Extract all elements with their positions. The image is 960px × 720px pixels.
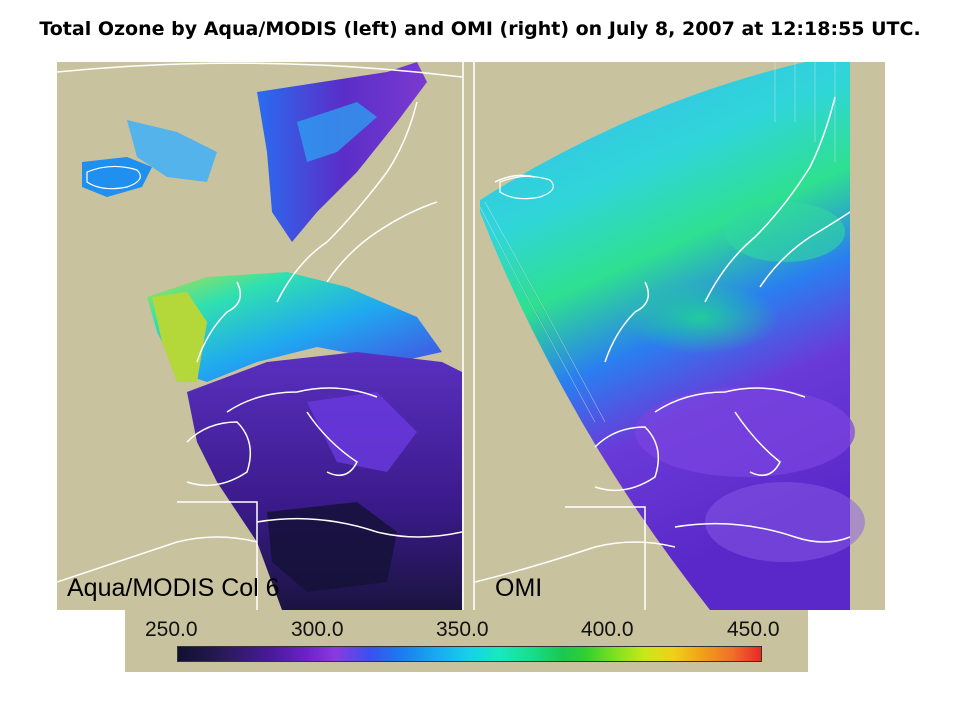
modis-ozone-map — [57, 62, 462, 610]
modis-swath-north — [257, 62, 427, 242]
map-figure: Aqua/MODIS Col 6 — [57, 62, 885, 610]
colorbar: 250.0 300.0 350.0 400.0 450.0 — [125, 610, 808, 672]
omi-coastlines — [475, 96, 851, 610]
figure-title: Total Ozone by Aqua/MODIS (left) and OMI… — [39, 18, 921, 40]
colorbar-tick-label: 350.0 — [436, 618, 489, 641]
colorbar-tick-label: 250.0 — [145, 618, 198, 641]
modis-panel-label: Aqua/MODIS Col 6 — [67, 574, 280, 602]
omi-map-panel: OMI — [475, 62, 885, 610]
panel-divider — [462, 62, 475, 610]
colorbar-tick-label: 300.0 — [291, 618, 344, 641]
modis-map-panel: Aqua/MODIS Col 6 — [57, 62, 462, 610]
omi-ozone-map — [475, 62, 865, 610]
colorbar-tick-label: 400.0 — [581, 618, 634, 641]
colorbar-gradient — [177, 646, 762, 662]
omi-panel-label: OMI — [495, 574, 543, 602]
modis-coastlines — [57, 62, 462, 610]
colorbar-tick-label: 450.0 — [727, 618, 780, 641]
modis-patch-iceland — [82, 157, 152, 197]
omi-swath-edge — [479, 62, 836, 423]
